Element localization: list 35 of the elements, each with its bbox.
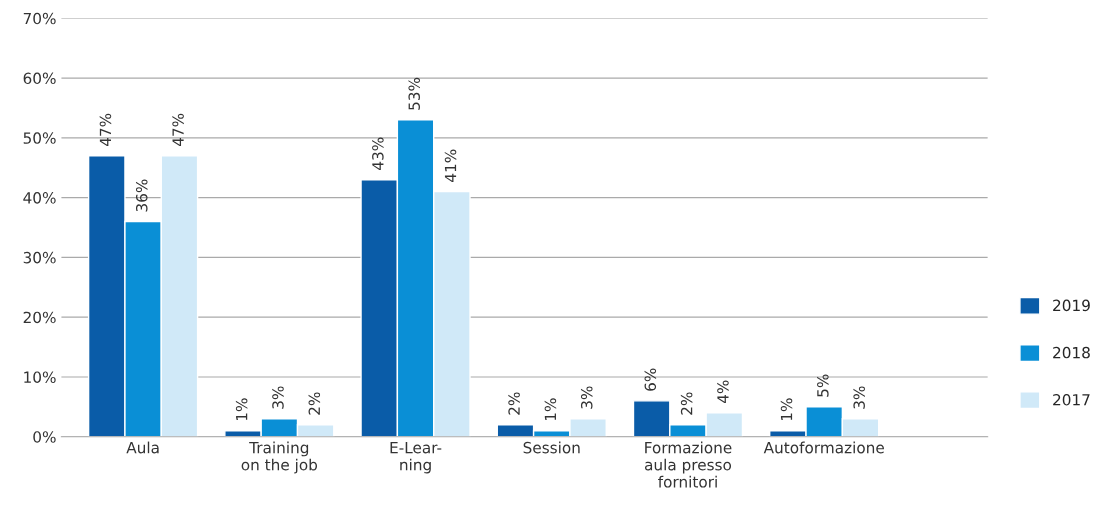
legend-label: 2017 bbox=[1053, 394, 1090, 406]
data-label: 36% bbox=[135, 179, 148, 212]
data-label: 3% bbox=[580, 386, 593, 409]
data-label: 1% bbox=[544, 398, 557, 421]
data-label: 47% bbox=[99, 113, 112, 147]
y-tick-label: 30% bbox=[23, 251, 56, 264]
x-tick-label: Aula bbox=[126, 441, 159, 454]
data-label: 3% bbox=[853, 386, 865, 409]
data-label: 47% bbox=[172, 113, 184, 147]
y-tick-label: 40% bbox=[23, 192, 56, 204]
x-tick-label: Training on the job bbox=[241, 441, 318, 474]
data-label: 3% bbox=[272, 386, 284, 409]
x-tick-label: Autoformazione bbox=[763, 441, 884, 454]
data-label: 1% bbox=[235, 398, 248, 421]
data-label: 53% bbox=[408, 77, 420, 110]
y-tick-label: 0% bbox=[33, 431, 56, 443]
data-label: 2% bbox=[308, 392, 321, 415]
data-label: 6% bbox=[644, 368, 657, 391]
data-label: 4% bbox=[717, 380, 729, 404]
data-label: 2% bbox=[508, 392, 520, 415]
data-label: 5% bbox=[817, 374, 829, 397]
y-tick-label: 60% bbox=[23, 72, 56, 85]
legend-label: 2018 bbox=[1053, 346, 1090, 359]
y-tick-label: 70% bbox=[23, 12, 56, 25]
data-label: 43% bbox=[372, 137, 384, 170]
data-label: 41% bbox=[444, 149, 457, 182]
y-tick-label: 10% bbox=[24, 371, 56, 383]
x-tick-label: Formazione aula presso fornitori bbox=[644, 441, 732, 488]
y-tick-label: 50% bbox=[23, 132, 56, 144]
x-tick-label: Session bbox=[523, 441, 580, 454]
data-label: 1% bbox=[780, 398, 793, 421]
legend-label: 2019 bbox=[1053, 299, 1090, 312]
x-tick-label: E-Lear- ning bbox=[390, 442, 442, 474]
y-tick-label: 20% bbox=[23, 311, 56, 324]
data-label: 2% bbox=[680, 392, 693, 415]
